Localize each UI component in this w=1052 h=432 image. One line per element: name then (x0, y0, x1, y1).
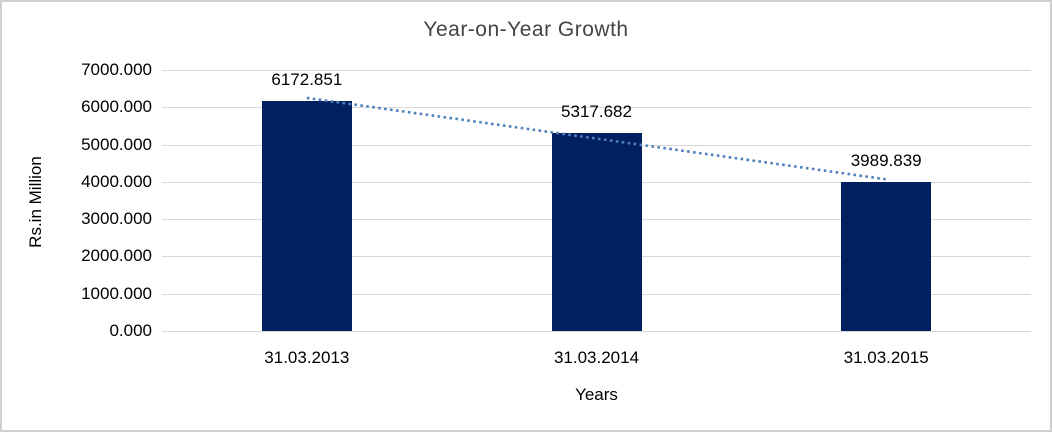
y-axis-tick-label: 7000.000 (81, 60, 152, 79)
bar-31.03.2013 (261, 100, 352, 331)
bar-31.03.2015 (841, 182, 932, 331)
data-label: 3989.839 (850, 151, 922, 171)
chart-title: Year-on-Year Growth (423, 18, 629, 41)
data-label: 6172.851 (271, 69, 343, 89)
data-label: 5317.682 (561, 101, 632, 121)
y-axis-tick-label: 4000.000 (81, 171, 152, 191)
y-axis-tick-label: 0.000 (109, 321, 152, 340)
y-axis-tick-label: 6000.000 (81, 97, 152, 117)
gridline (162, 331, 1031, 332)
y-axis-tick-label: 5000.000 (81, 134, 152, 154)
y-axis-tick-label: 1000.000 (81, 283, 152, 303)
category-label: 31.03.2013 (264, 348, 350, 367)
gridline (162, 70, 1031, 71)
bar-31.03.2014 (551, 132, 642, 331)
category-label: 31.03.2014 (553, 348, 640, 367)
y-axis-title: Rs.in Million (26, 156, 45, 248)
category-label: 31.03.2015 (843, 348, 929, 367)
y-axis-tick-label: 3000.000 (81, 209, 152, 229)
y-axis-tick-label: 2000.000 (81, 246, 152, 266)
x-axis-title: Years (575, 385, 618, 404)
